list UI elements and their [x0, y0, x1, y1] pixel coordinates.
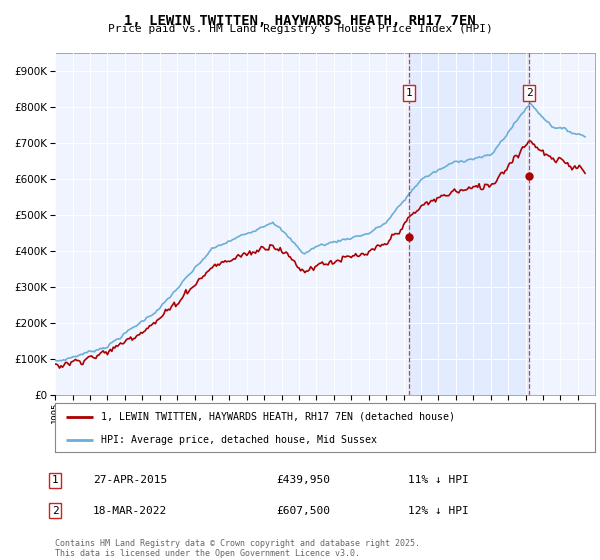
Text: 1: 1 [52, 475, 59, 486]
Text: 2: 2 [52, 506, 59, 516]
Text: 18-MAR-2022: 18-MAR-2022 [93, 506, 167, 516]
Text: 11% ↓ HPI: 11% ↓ HPI [408, 475, 469, 486]
Text: £439,950: £439,950 [276, 475, 330, 486]
Text: 1: 1 [406, 88, 413, 98]
Text: Contains HM Land Registry data © Crown copyright and database right 2025.
This d: Contains HM Land Registry data © Crown c… [55, 539, 420, 558]
Text: Price paid vs. HM Land Registry's House Price Index (HPI): Price paid vs. HM Land Registry's House … [107, 24, 493, 34]
Bar [409, 53, 529, 395]
Text: 1, LEWIN TWITTEN, HAYWARDS HEATH, RH17 7EN: 1, LEWIN TWITTEN, HAYWARDS HEATH, RH17 7… [124, 14, 476, 28]
Text: HPI: Average price, detached house, Mid Sussex: HPI: Average price, detached house, Mid … [101, 435, 377, 445]
Text: 1, LEWIN TWITTEN, HAYWARDS HEATH, RH17 7EN (detached house): 1, LEWIN TWITTEN, HAYWARDS HEATH, RH17 7… [101, 412, 455, 422]
Text: 12% ↓ HPI: 12% ↓ HPI [408, 506, 469, 516]
Text: 27-APR-2015: 27-APR-2015 [93, 475, 167, 486]
Text: 2: 2 [526, 88, 533, 98]
Text: £607,500: £607,500 [276, 506, 330, 516]
